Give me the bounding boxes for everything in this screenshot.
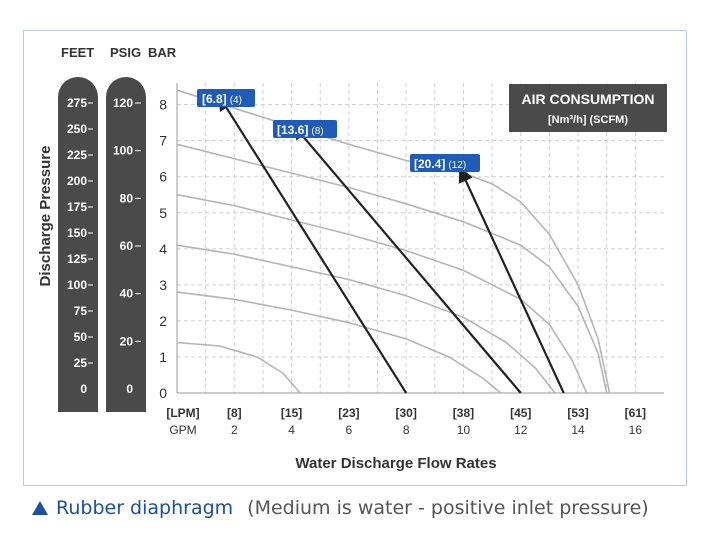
psig-tick-label: 60 [120,239,134,253]
bar-tick-label: 4 [159,241,167,257]
psig-tick-label: 120 [113,96,133,110]
feet-tick-label: 100 [67,278,87,292]
lpm-tick-label: [8] [227,406,242,420]
lpm-tick-label: [LPM] [166,406,199,420]
caption-note: (Medium is water - positive inlet pressu… [247,497,649,519]
feet-tick-label: 125 [67,252,87,266]
gpm-tick-label: 14 [571,423,585,437]
psig-tick-label: 20 [120,334,134,348]
air-badge-3-bg [410,154,480,172]
performance-curve-6 [176,341,301,394]
air-line-3 [458,166,565,394]
lpm-tick-label: [45] [510,406,531,420]
air-badge-1: [6.8] (4) [202,92,242,106]
bar-tick-label: 6 [159,169,167,185]
feet-tick-label: 200 [67,174,87,188]
caption-main: Rubber diaphragm [56,497,234,519]
units-header-feet: FEET [61,45,94,60]
air-badge-2: [13.6] (8) [277,123,324,137]
feet-tick-label: 250 [67,122,87,136]
psig-tick-label: 40 [120,287,134,301]
lpm-tick-label: [61] [625,406,646,420]
feet-tick-label: 50 [74,330,88,344]
feet-tick-label: 275 [67,96,87,110]
feet-tick-label: 75 [74,304,88,318]
performance-curve-2 [176,143,608,394]
units-header-psig: PSIG [110,45,141,60]
x-axis-title: Water Discharge Flow Rates [295,455,496,472]
performance-curve-3 [176,193,588,394]
feet-tick-label: 225 [67,148,87,162]
air-badge-1-bg [197,89,255,107]
psig-scale-pill [106,77,146,412]
performance-curve-4 [176,244,556,394]
performance-curve-5 [176,291,502,394]
performance-curves [176,89,611,394]
feet-tick-label: 25 [74,356,88,370]
air-line-2 [292,123,522,394]
gpm-tick-label: 2 [231,423,238,437]
gpm-tick-label: 16 [629,423,643,437]
air-consumption-lines [218,94,565,394]
feet-scale-pill [58,77,98,412]
gpm-tick-label: 10 [457,423,471,437]
bar-tick-label: 7 [159,133,167,149]
chart: FEET PSIG BAR Discharge Pressure 2752502… [37,45,667,472]
gpm-tick-label: 6 [346,423,353,437]
bar-tick-label: 1 [159,349,167,365]
legend-box [509,84,667,132]
psig-tick-label: 0 [126,382,133,396]
bar-tick-label: 0 [159,385,167,401]
psig-tick-label: 80 [120,191,134,205]
lpm-tick-label: [23] [338,406,359,420]
lpm-tick-label: [30] [396,406,417,420]
psig-scale-ticks: 120 100 80 60 40 20 0 [113,96,141,396]
triangle-icon [32,501,48,515]
legend-title: AIR CONSUMPTION [522,91,655,107]
feet-tick-label: 150 [67,226,87,240]
air-badge-2-bg [273,120,337,138]
feet-tick-label: 175 [67,200,87,214]
units-header-bar: BAR [148,45,177,60]
air-line-1 [218,94,408,394]
lpm-tick-label: [15] [281,406,302,420]
chart-frame: FEET PSIG BAR Discharge Pressure 275 250 2… [23,30,687,486]
x-tick-labels: [LPM] [8] [15] [23] [30] [38] [45] [53] [61] GPM 2… [166,406,646,437]
gpm-tick-label: 12 [514,423,528,437]
caption: Rubber diaphragm (Medium is water - posit… [32,497,649,519]
lpm-tick-label: [53] [567,406,588,420]
bar-tick-labels: 0 1 2 3 4 5 6 7 8 [159,97,167,401]
feet-tick-label: 0 [80,382,87,396]
air-badge-3: [20.4] (12) [414,157,466,171]
bar-tick-label: 3 [159,277,167,293]
legend-subtitle: [Nm³/h] (SCFM) [548,114,628,126]
bar-tick-label: 8 [159,97,167,113]
lpm-tick-label: [38] [453,406,474,420]
psig-tick-label: 100 [113,144,133,158]
gpm-tick-label: 8 [403,423,410,437]
gpm-tick-label: 4 [288,423,295,437]
gpm-tick-label: GPM [169,423,196,437]
bar-tick-label: 2 [159,313,167,329]
bar-tick-label: 5 [159,205,167,221]
y-axis-title: Discharge Pressure [37,146,54,287]
